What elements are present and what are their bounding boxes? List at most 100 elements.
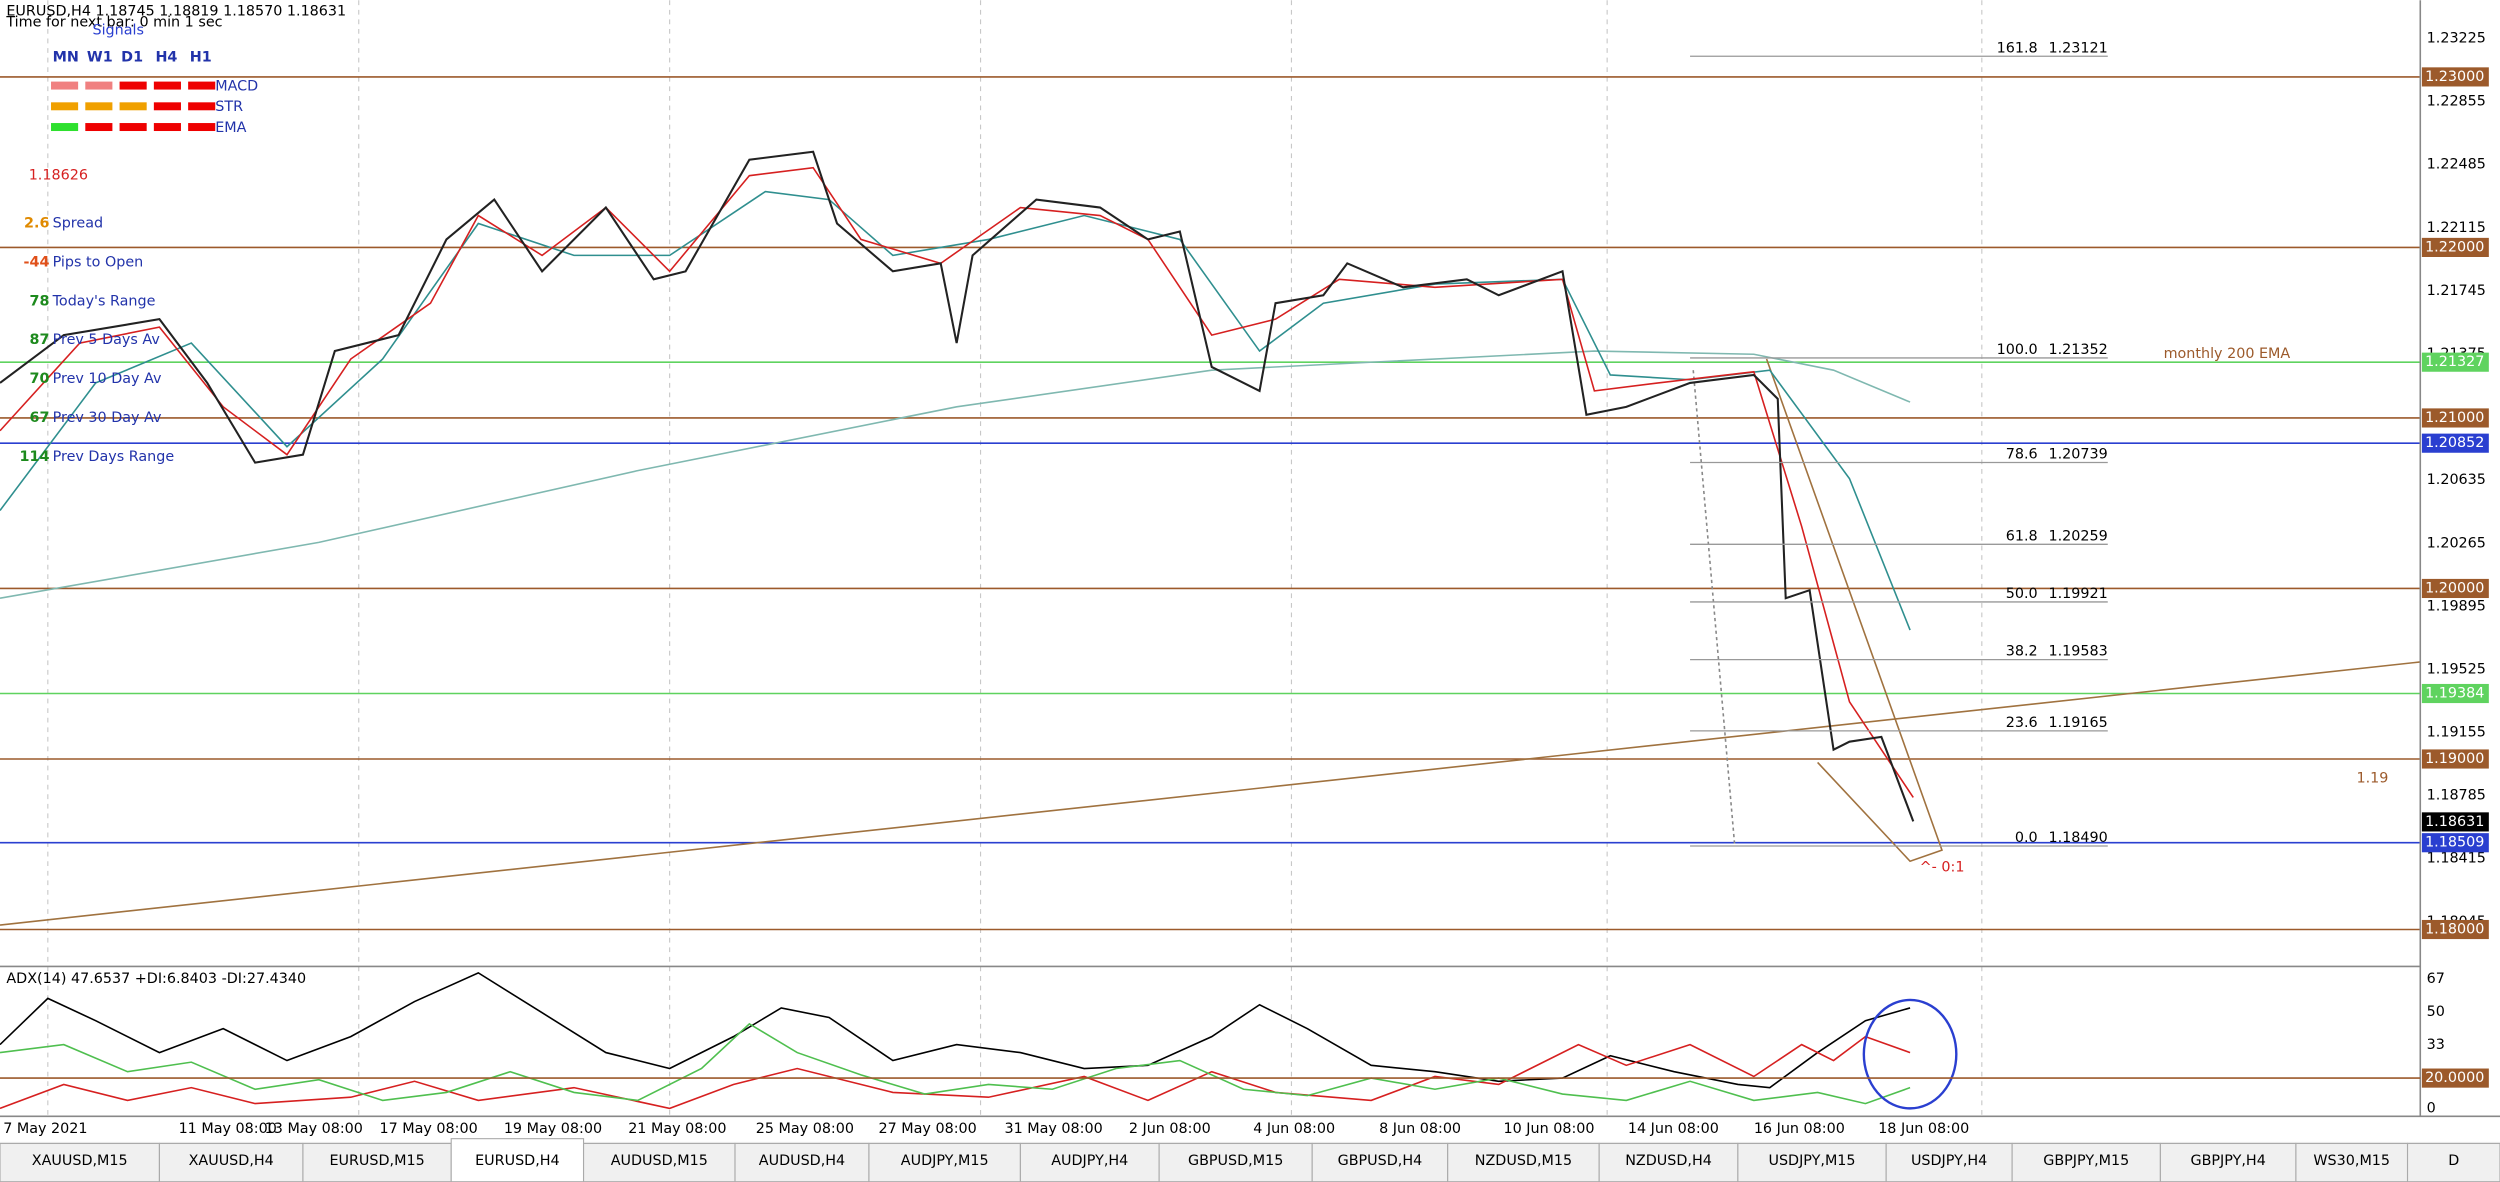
chart-header: EURUSD,H4 1.18745 1.18819 1.18570 1.1863… xyxy=(6,3,346,19)
panel-value: -44 xyxy=(24,254,50,270)
tab-label[interactable]: EURUSD,M15 xyxy=(329,1153,424,1169)
price-level-label: 1.23000 xyxy=(2425,69,2484,85)
tab-label[interactable]: GBPUSD,H4 xyxy=(1338,1153,1423,1169)
price-level-label: 1.19384 xyxy=(2425,686,2484,702)
tab-label[interactable]: AUDUSD,M15 xyxy=(611,1153,708,1169)
signal-box xyxy=(188,81,216,90)
fib-price: 1.23121 xyxy=(2049,40,2108,56)
current-price: 1.18626 xyxy=(29,168,88,184)
tab[interactable] xyxy=(868,1142,1021,1182)
price-levels xyxy=(0,76,2421,931)
signal-box xyxy=(85,81,113,90)
price-tick-label: 1.20265 xyxy=(2427,535,2486,551)
tab[interactable] xyxy=(450,1138,585,1182)
tab[interactable] xyxy=(734,1142,870,1182)
price-drawing xyxy=(0,150,2421,926)
price-level-box xyxy=(2421,578,2489,599)
date-label: 7 May 2021 xyxy=(3,1121,87,1137)
tab-label[interactable]: EURUSD,H4 xyxy=(475,1153,560,1169)
signal-box xyxy=(153,123,181,132)
adx-tick-label: 50 xyxy=(2427,1004,2445,1020)
fib-price: 1.20739 xyxy=(2049,446,2108,462)
price-tick-label: 1.19155 xyxy=(2427,725,2486,741)
date-label: 21 May 08:00 xyxy=(628,1121,726,1137)
date-label: 25 May 08:00 xyxy=(756,1121,854,1137)
tab-label[interactable]: WS30,M15 xyxy=(2313,1153,2390,1169)
price-level-box xyxy=(2421,919,2489,940)
price-level-label: 1.20000 xyxy=(2425,580,2484,596)
price-level-box xyxy=(2421,408,2489,428)
price-tick-label: 1.23225 xyxy=(2427,31,2486,47)
fib-level: 23.6 xyxy=(2006,715,2038,731)
tab-label[interactable]: USDJPY,H4 xyxy=(1911,1153,1987,1169)
tab[interactable] xyxy=(1311,1142,1449,1182)
timeframe-label: MN xyxy=(53,50,79,66)
fib-line xyxy=(1692,370,1736,846)
signal-box xyxy=(119,81,147,90)
tab-label[interactable]: NZDUSD,H4 xyxy=(1625,1153,1712,1169)
price-level-label: 1.18631 xyxy=(2425,814,2484,830)
panel-value: 70 xyxy=(29,371,49,387)
tab[interactable] xyxy=(2295,1142,2409,1182)
date-label: 2 Jun 08:00 xyxy=(1129,1121,1211,1137)
tab-label[interactable]: NZDUSD,M15 xyxy=(1475,1153,1572,1169)
tab-label[interactable]: D xyxy=(2448,1153,2459,1169)
ema-slow xyxy=(0,190,1911,631)
tab[interactable] xyxy=(158,1142,304,1182)
tab-label[interactable]: AUDUSD,H4 xyxy=(759,1153,845,1169)
price-tick-label: 1.20635 xyxy=(2427,472,2486,488)
price-tick-label: 1.18415 xyxy=(2427,851,2486,867)
signal-box xyxy=(51,102,79,111)
fib-price: 1.19921 xyxy=(2049,586,2108,602)
tab[interactable] xyxy=(1447,1142,1600,1182)
tab-label[interactable]: XAUUSD,M15 xyxy=(32,1153,128,1169)
date-label: 16 Jun 08:00 xyxy=(1754,1121,1845,1137)
fib-price: 1.20259 xyxy=(2049,528,2108,544)
signal-box xyxy=(85,123,113,132)
price-level-box xyxy=(2421,433,2489,453)
adx-title: ADX(14) 47.6537 +DI:6.8403 -DI:27.4340 xyxy=(6,971,306,987)
tab[interactable] xyxy=(2406,1142,2500,1182)
panel-label: Today's Range xyxy=(52,293,156,309)
tab[interactable] xyxy=(582,1142,736,1182)
tab-label[interactable]: GBPUSD,M15 xyxy=(1188,1153,1283,1169)
tab[interactable] xyxy=(1885,1142,2013,1182)
ema-annotation: monthly 200 EMA xyxy=(2164,346,2291,362)
date-label: 11 May 08:00 xyxy=(179,1121,277,1137)
tab[interactable] xyxy=(0,1142,160,1182)
tab-label[interactable]: GBPJPY,H4 xyxy=(2190,1153,2265,1169)
price-level-label: 1.18509 xyxy=(2425,835,2484,851)
panel-value: 2.6 xyxy=(24,215,49,231)
tab-label[interactable]: AUDJPY,M15 xyxy=(901,1153,989,1169)
fib-price: 1.21352 xyxy=(2049,342,2108,358)
tab-label[interactable]: USDJPY,M15 xyxy=(1768,1153,1855,1169)
price-level-box xyxy=(2421,749,2489,769)
signal-row-label: STR xyxy=(215,99,243,115)
date-label: 18 Jun 08:00 xyxy=(1878,1121,1969,1137)
date-label: 10 Jun 08:00 xyxy=(1504,1121,1595,1137)
date-label: 8 Jun 08:00 xyxy=(1379,1121,1461,1137)
fib-level: 161.8 xyxy=(1997,40,2038,56)
tab[interactable] xyxy=(2011,1142,2161,1182)
date-label: 4 Jun 08:00 xyxy=(1253,1121,1335,1137)
price-level-label: 1.19000 xyxy=(2425,751,2484,767)
tab-label[interactable]: XAUUSD,H4 xyxy=(189,1153,274,1169)
panel-label: Spread xyxy=(53,215,103,231)
fib-level: 100.0 xyxy=(1997,342,2038,358)
tab-label[interactable]: GBPJPY,M15 xyxy=(2043,1153,2129,1169)
panel-label: Prev 30 Day Av xyxy=(53,410,162,426)
tab[interactable] xyxy=(1158,1142,1313,1182)
signal-box xyxy=(188,123,216,132)
timeframe-label: D1 xyxy=(121,50,143,66)
price-path xyxy=(0,150,1915,822)
price-level-label: 1.21327 xyxy=(2425,354,2484,370)
date-label: 19 May 08:00 xyxy=(504,1121,602,1137)
tab-label[interactable]: AUDJPY,H4 xyxy=(1051,1153,1128,1169)
fib-level: 50.0 xyxy=(2006,586,2038,602)
signal-box xyxy=(119,102,147,111)
price-level-label: 1.21000 xyxy=(2425,410,2484,426)
bar-timer: Time for next bar: 0 min 1 sec xyxy=(5,15,222,31)
